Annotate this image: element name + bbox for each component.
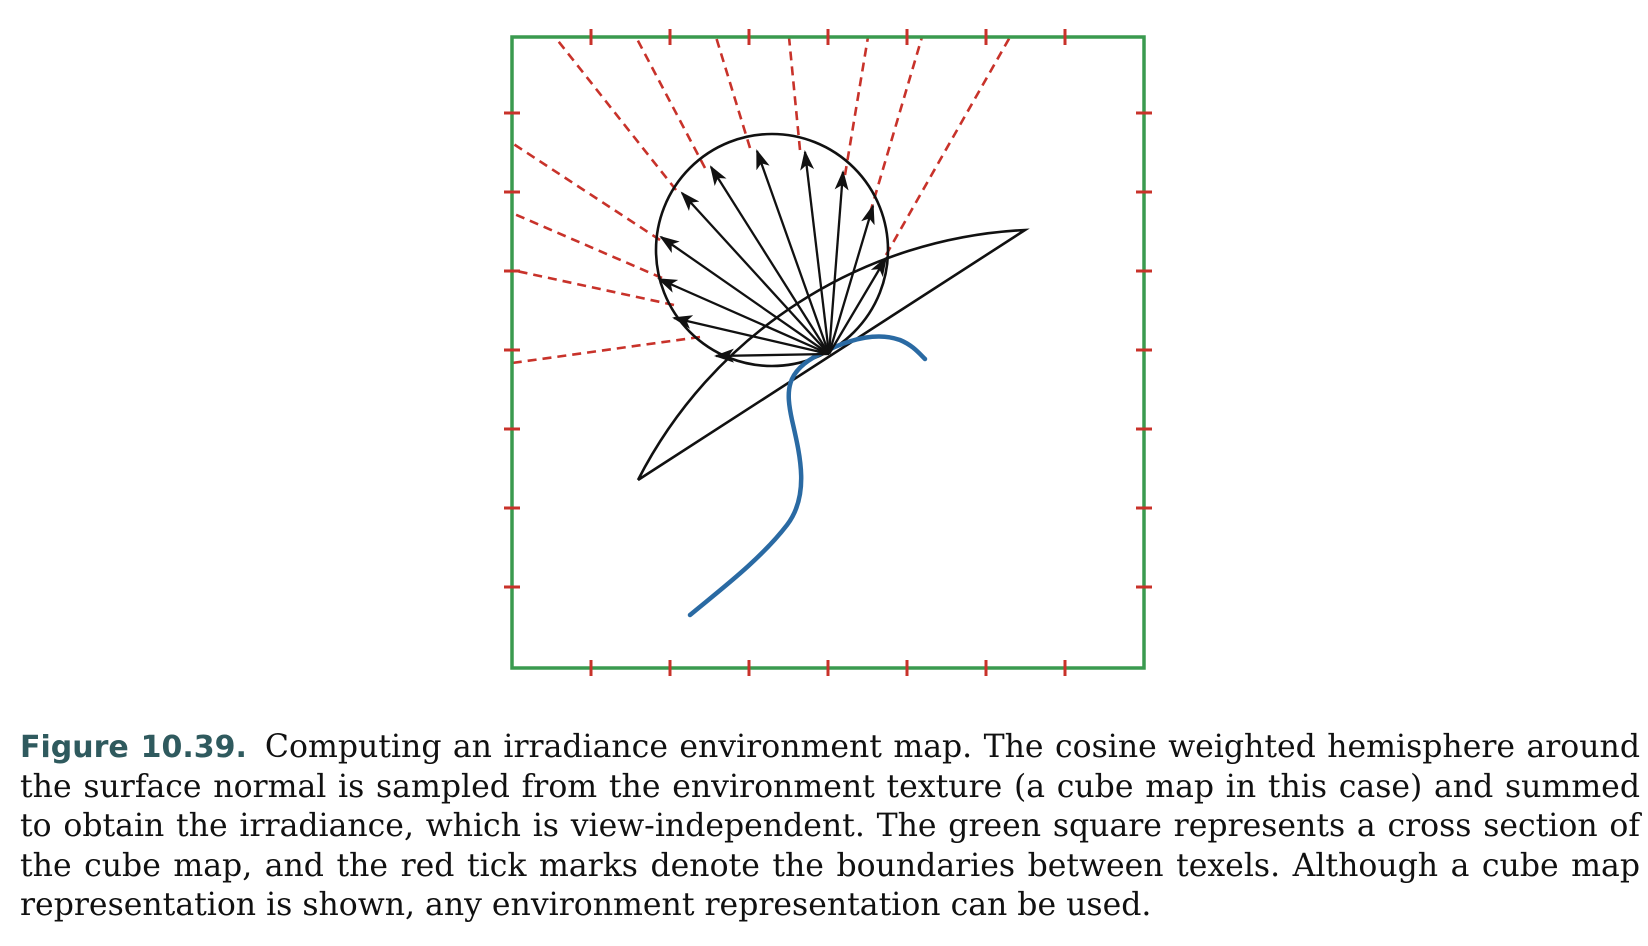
caption-line-3: to obtain the irradiance, which is view-… [20,808,1640,844]
hemisphere-outline [636,228,1030,482]
sample-arrow [800,150,831,355]
caption-line-2: the surface normal is sampled from the e… [20,768,1640,805]
sample-arrow [672,315,830,356]
caption-line-4: the cube map, and the red tick marks den… [20,847,1640,884]
sample-ray [511,211,663,280]
sample-ray [884,36,1012,256]
sample-arrow [755,149,831,355]
sample-ray [511,141,661,242]
sample-ray [714,36,752,149]
sample-ray [553,36,678,191]
sample-arrow [827,170,849,355]
cosine-lobe-circle [654,132,890,368]
sample-arrow [680,191,830,355]
surface-curve [687,334,928,618]
sample-rays [511,36,1012,365]
sample-arrow [657,277,830,356]
sample-ray [843,36,870,176]
sample-ray [511,268,675,307]
caption-line-5: representation is shown, any environment… [20,887,1152,923]
sample-arrow [714,348,830,363]
sample-ray [634,36,707,169]
sample-ray [868,36,924,214]
sample-arrow [828,256,888,355]
sample-ray [511,335,701,365]
sample-arrows [657,149,888,363]
sample-arrow [659,235,830,355]
sample-ray [787,36,802,151]
caption-line-1: Figure 10.39. Computing an irradiance env… [20,728,1640,768]
figure-number-label: Figure 10.39. [20,730,247,765]
irradiance-diagram [504,29,1152,676]
sample-arrow [709,165,830,355]
figure-caption: Figure 10.39. Computing an irradiance env… [20,728,1640,926]
texel-ticks [504,29,1152,676]
caption-text: Computing an irradiance environment map.… [264,729,1641,765]
sample-arrow [827,204,875,355]
